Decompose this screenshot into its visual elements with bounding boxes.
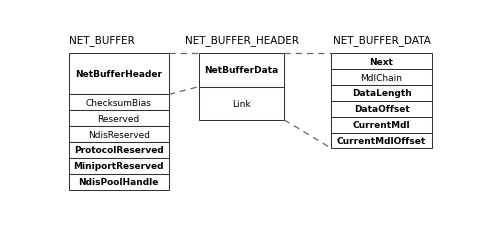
Text: NET_BUFFER_HEADER: NET_BUFFER_HEADER: [184, 35, 299, 46]
Text: NetBufferData: NetBufferData: [204, 66, 279, 75]
Text: NdisPoolHandle: NdisPoolHandle: [79, 178, 159, 186]
Bar: [68, 54, 169, 95]
Bar: [68, 158, 169, 174]
Bar: [68, 174, 169, 190]
Text: NdisReserved: NdisReserved: [88, 130, 150, 139]
Text: CurrentMdl: CurrentMdl: [353, 120, 410, 130]
Text: NET_BUFFER_DATA: NET_BUFFER_DATA: [333, 35, 430, 46]
Bar: [68, 111, 169, 127]
Bar: [331, 133, 431, 149]
Bar: [68, 142, 169, 158]
Bar: [199, 54, 284, 87]
Bar: [331, 86, 431, 102]
Text: ProtocolReserved: ProtocolReserved: [74, 146, 163, 155]
Text: DataOffset: DataOffset: [354, 105, 409, 114]
Text: DataLength: DataLength: [352, 89, 411, 98]
Bar: [68, 127, 169, 142]
Bar: [331, 70, 431, 86]
Text: Next: Next: [369, 58, 393, 66]
Bar: [331, 102, 431, 117]
Text: CurrentMdlOffset: CurrentMdlOffset: [337, 136, 426, 145]
Bar: [331, 54, 431, 70]
Text: NetBufferHeader: NetBufferHeader: [75, 70, 162, 79]
Text: MiniportReserved: MiniportReserved: [73, 162, 164, 170]
Text: ChecksumBias: ChecksumBias: [86, 98, 152, 108]
Text: NET_BUFFER: NET_BUFFER: [68, 35, 134, 46]
Text: MdlChain: MdlChain: [361, 73, 403, 82]
Text: Reserved: Reserved: [98, 114, 140, 123]
Bar: [68, 95, 169, 111]
Bar: [331, 117, 431, 133]
Bar: [199, 87, 284, 120]
Text: Link: Link: [232, 99, 251, 108]
